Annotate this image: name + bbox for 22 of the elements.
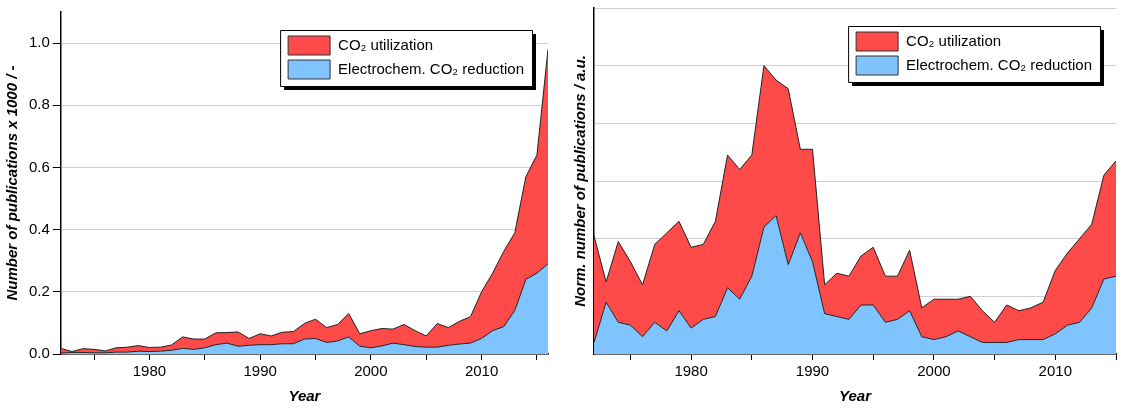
- legend-label: Electrochem. CO₂ reduction: [338, 60, 525, 78]
- legend-label: Electrochem. CO₂ reduction: [906, 56, 1093, 74]
- x-tick-label: 2000: [917, 362, 951, 380]
- x-tick-label: 2000: [354, 362, 388, 380]
- x-tick-label: 1980: [674, 362, 708, 380]
- y-axis-title: Number of publications x 1000 / -: [3, 65, 21, 301]
- y-tick-label: 0.8: [28, 95, 50, 113]
- x-tick-label: 2010: [464, 362, 499, 380]
- y-tick-label: 0.6: [28, 157, 50, 175]
- legend-label: CO₂ utilization: [906, 32, 1002, 50]
- x-tick-label: 1980: [132, 362, 167, 380]
- y-tick-label: 0.2: [28, 281, 50, 299]
- x-tick-label: 2010: [1038, 362, 1072, 380]
- x-tick-label: 1990: [243, 362, 277, 380]
- y-tick-label: 0.0: [28, 344, 50, 362]
- x-axis-title: Year: [288, 387, 322, 405]
- y-tick-label: 0.4: [28, 219, 50, 237]
- y-tick-label: 1.0: [28, 33, 50, 51]
- y-axis-title: Norm. number of publications / a.u.: [571, 55, 589, 307]
- x-axis-title: Year: [839, 387, 873, 405]
- x-tick-label: 1990: [795, 362, 830, 380]
- legend-label: CO₂ utilization: [338, 36, 434, 54]
